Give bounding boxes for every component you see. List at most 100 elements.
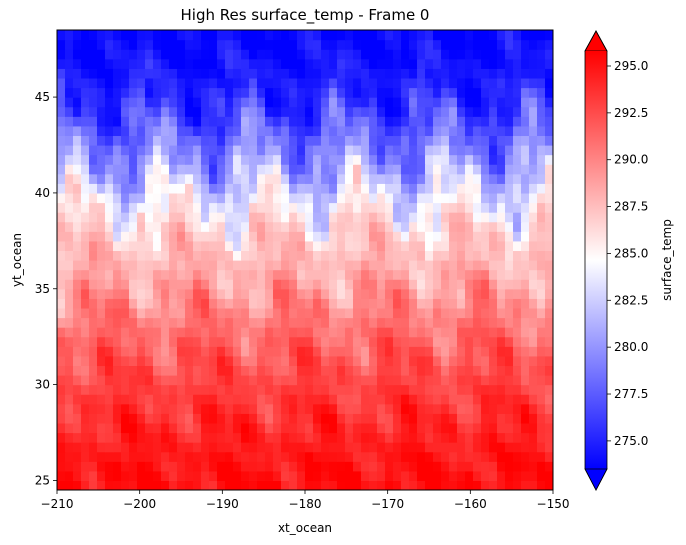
heatmap-cell [145, 269, 154, 280]
heatmap-cell [233, 77, 242, 89]
heatmap-cell [97, 336, 106, 347]
heatmap-cell [57, 317, 66, 328]
heatmap-cell [241, 97, 250, 108]
heatmap-cell [321, 470, 330, 482]
heatmap-cell [113, 173, 122, 184]
heatmap-cell [297, 269, 306, 280]
heatmap-cell [417, 403, 426, 414]
heatmap-cell [249, 269, 258, 280]
heatmap-cell [393, 288, 402, 299]
heatmap-cell [201, 145, 210, 156]
heatmap-cell [193, 384, 202, 395]
heatmap-cell [97, 154, 106, 165]
heatmap-cell [425, 470, 434, 482]
heatmap-cell [233, 432, 242, 443]
heatmap-cell [121, 375, 130, 386]
heatmap-cell [193, 39, 202, 50]
heatmap-cell [273, 336, 282, 347]
heatmap-cell [329, 97, 338, 108]
heatmap-cell [217, 413, 226, 424]
heatmap-cell [345, 394, 354, 405]
colorbar-gradient [585, 51, 607, 469]
heatmap-cell [441, 30, 450, 41]
heatmap-cell [113, 49, 122, 60]
heatmap-cell [377, 221, 386, 232]
heatmap-cell [289, 30, 298, 41]
heatmap-cell [105, 30, 114, 41]
heatmap-cell [185, 30, 194, 41]
heatmap-cell [529, 164, 538, 175]
heatmap-cell [353, 413, 362, 424]
heatmap-cell [529, 39, 538, 50]
heatmap-cell [209, 422, 218, 434]
heatmap-cell [121, 192, 130, 204]
heatmap-cell [257, 365, 266, 376]
heatmap-cell [137, 355, 146, 367]
heatmap-cell [409, 39, 418, 50]
heatmap-cell [393, 461, 402, 472]
heatmap-cell [129, 279, 138, 290]
heatmap-cell [497, 317, 506, 328]
heatmap-cell [481, 422, 490, 434]
heatmap-cell [241, 221, 250, 232]
heatmap-cell [257, 288, 266, 299]
heatmap-cell [369, 355, 378, 367]
heatmap-cell [465, 164, 474, 175]
heatmap-cell [337, 461, 346, 472]
heatmap-cell [545, 183, 553, 194]
heatmap-cell [425, 317, 434, 328]
heatmap-cell [225, 116, 234, 127]
heatmap-cell [73, 116, 82, 127]
heatmap-cell [417, 250, 426, 261]
heatmap-cell [409, 298, 418, 309]
heatmap-cell [377, 145, 386, 156]
heatmap-cell [497, 164, 506, 175]
heatmap-cell [489, 250, 498, 261]
heatmap-cell [217, 39, 226, 50]
heatmap-cell [521, 173, 530, 184]
heatmap-cell [265, 173, 274, 184]
heatmap-cell [393, 39, 402, 50]
heatmap-cell [265, 77, 274, 89]
heatmap-cell [449, 413, 458, 424]
heatmap-cell [401, 470, 410, 482]
heatmap-cell [209, 346, 218, 357]
heatmap-cell [225, 97, 234, 108]
heatmap-cell [265, 327, 274, 338]
heatmap-cell [273, 422, 282, 434]
heatmap-cell [249, 288, 258, 299]
heatmap-cell [369, 49, 378, 60]
heatmap-cell [313, 30, 322, 41]
heatmap-cell [449, 461, 458, 472]
heatmap-cell [81, 298, 90, 309]
heatmap-cell [169, 240, 178, 252]
heatmap-cell [169, 154, 178, 165]
heatmap-cell [433, 442, 442, 453]
heatmap-cell [321, 135, 330, 146]
heatmap-cell [233, 288, 242, 299]
heatmap-cell [449, 212, 458, 223]
heatmap-cell [225, 413, 234, 424]
heatmap-cell [145, 288, 154, 299]
heatmap-cell [361, 279, 370, 290]
heatmap-cell [233, 298, 242, 309]
heatmap-cell [249, 58, 258, 69]
heatmap-cell [241, 470, 250, 482]
heatmap-cell [97, 279, 106, 290]
heatmap-cell [457, 87, 466, 98]
heatmap-cell [441, 403, 450, 414]
heatmap-cell [361, 183, 370, 194]
heatmap-cell [177, 30, 186, 41]
heatmap-cell [201, 346, 210, 357]
heatmap-cell [249, 442, 258, 453]
heatmap-cell [265, 307, 274, 319]
heatmap-cell [353, 317, 362, 328]
heatmap-cell [377, 202, 386, 213]
heatmap-cell [217, 68, 226, 79]
heatmap-cell [353, 269, 362, 280]
heatmap-cell [289, 192, 298, 204]
heatmap-cell [481, 432, 490, 443]
heatmap-cell [321, 384, 330, 395]
heatmap-cell [177, 212, 186, 223]
heatmap-cell [57, 250, 66, 261]
